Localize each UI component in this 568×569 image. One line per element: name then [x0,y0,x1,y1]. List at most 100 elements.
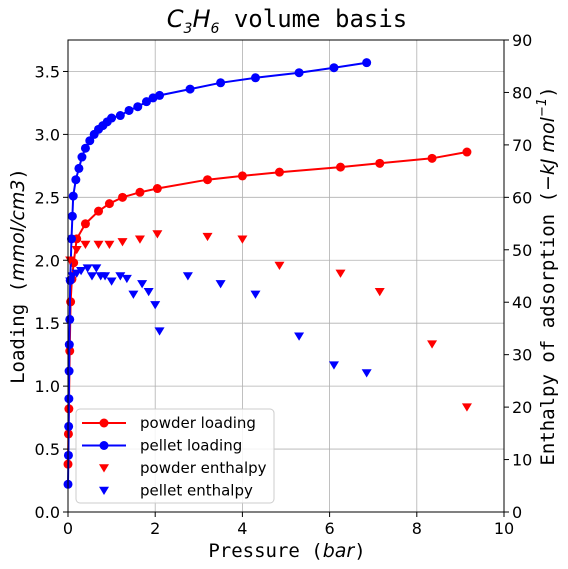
series-pellet-loading [63,58,372,489]
y2-tick-label: 40 [512,293,532,312]
data-point-powder-enthalpy [104,240,115,250]
data-point-pellet-enthalpy [215,280,226,289]
data-point-pellet-loading [68,191,78,201]
legend-item-pellet-loading: pellet loading [82,437,242,455]
x-axis-label: Pressure (bar) [208,540,365,562]
y-axis-label-right-superscript: −1 [535,98,550,117]
x-axis: 0 2 4 6 8 10 [63,512,514,538]
data-point-pellet-loading [107,113,117,123]
legend-label-powder-enthalpy: powder enthalpy [140,459,267,477]
y2-tick-label: 30 [512,346,532,365]
legend-box [75,408,275,504]
data-point-pellet-enthalpy [115,272,126,281]
chart-title-h: H [192,5,210,33]
y-axis-label-left-unit: mmol/cm3 [7,180,29,281]
data-point-powder-enthalpy [71,246,82,255]
data-point-pellet-enthalpy [150,301,161,310]
y2-tick-label: 90 [512,31,532,50]
legend-label-pellet-enthalpy: pellet enthalpy [140,482,253,500]
data-point-pellet-enthalpy [154,327,165,336]
data-point-pellet-loading [64,366,74,376]
y2-tick-label: 50 [512,241,532,260]
data-point-powder-loading [375,158,385,168]
y-tick-label: 0.5 [35,440,60,459]
x-tick-label: 6 [325,519,335,538]
data-point-pellet-loading [77,152,87,162]
data-point-pellet-enthalpy [100,272,111,281]
y-tick-label: 2.5 [35,188,60,207]
data-point-pellet-enthalpy [91,264,102,273]
y-axis-label-right-unit: −kJ mol [537,116,559,191]
chart-title-rest: volume basis [219,5,407,33]
y-tick-label: 3.5 [35,62,60,81]
chart-title-c-subscript: 3 [184,21,193,37]
data-point-pellet-enthalpy [137,280,148,289]
y-tick-label: 0.0 [35,503,60,522]
data-point-pellet-enthalpy [250,290,261,299]
x-tick-label: 2 [150,519,160,538]
data-point-powder-loading [462,147,472,157]
series-powder-loading [63,147,472,469]
x-tick-label: 10 [494,519,514,538]
data-point-pellet-loading [133,102,143,112]
x-tick-label: 8 [412,519,422,538]
y-tick-label: 2.0 [35,251,60,270]
data-point-pellet-loading [67,211,77,221]
data-point-pellet-enthalpy [182,272,193,281]
chart-title: C3H6 volume basis [167,5,408,37]
y-tick-label: 3.0 [35,125,60,144]
legend-items: powder loading pellet loading powder entha… [82,414,267,500]
x-axis-label-text: Pressure ( [208,540,322,562]
data-point-powder-enthalpy [93,240,104,250]
legend-label-powder-loading: powder loading [140,414,256,432]
chart-title-c: C [167,5,184,33]
data-point-powder-enthalpy [80,240,91,250]
data-point-pellet-loading [65,314,75,324]
data-point-pellet-loading [329,63,339,73]
series-pellet-enthalpy [65,264,372,378]
data-point-pellet-loading [85,136,95,146]
legend-item-pellet-enthalpy: pellet enthalpy [99,482,253,500]
legend-item-powder-loading: powder loading [82,414,256,432]
y-axis-label-right-close: ) [537,86,559,97]
y2-tick-label: 60 [512,188,532,207]
legend-marker-pellet-enthalpy [99,486,109,495]
x-axis-label-close: ) [354,540,365,562]
data-point-pellet-loading [115,111,125,121]
data-point-pellet-enthalpy [361,369,372,378]
data-point-pellet-loading [185,84,195,94]
data-point-pellet-enthalpy [294,332,305,341]
data-point-pellet-loading [294,68,304,78]
y-axis-label-right-text: Enthalpy of adsorption ( [537,191,559,466]
data-point-powder-loading [80,219,90,229]
data-point-powder-loading [237,171,247,181]
data-point-pellet-enthalpy [121,274,132,284]
data-point-pellet-loading [74,163,84,173]
data-point-pellet-loading [141,97,151,107]
data-point-powder-loading [274,167,284,177]
data-point-pellet-enthalpy [82,264,93,273]
y-tick-label: 1.0 [35,377,60,396]
y-axis-left: 0.0 0.5 1.0 1.5 2.0 2.5 3.0 3.5 [35,62,68,522]
y2-tick-label: 70 [512,136,532,155]
data-point-pellet-enthalpy [106,277,117,286]
y-tick-label: 1.5 [35,314,60,333]
data-point-pellet-loading [216,78,226,88]
data-point-pellet-loading [64,340,74,350]
data-point-pellet-loading [80,143,90,153]
y-axis-right: 0 10 20 30 40 50 60 70 80 90 [504,31,532,522]
legend-label-pellet-loading: pellet loading [140,437,242,455]
data-point-pellet-loading [66,234,76,244]
y-axis-label-left-text: Loading ( [7,281,29,384]
legend-marker-pellet-loading [99,441,109,450]
data-point-pellet-loading [155,90,165,100]
data-point-powder-enthalpy [117,238,128,247]
data-point-pellet-enthalpy [76,267,87,276]
data-point-pellet-enthalpy [86,272,97,281]
y2-tick-label: 20 [512,398,532,417]
data-point-powder-loading [152,184,162,194]
data-point-powder-enthalpy [134,235,145,244]
data-point-pellet-loading [64,394,74,404]
legend-marker-powder-enthalpy [99,464,109,473]
